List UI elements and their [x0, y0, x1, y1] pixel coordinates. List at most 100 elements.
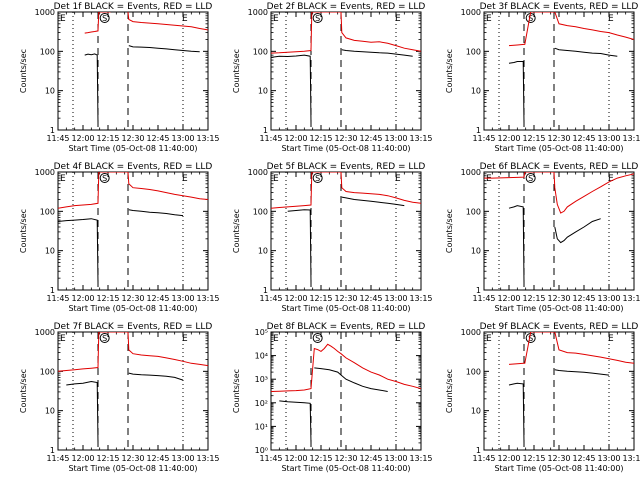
marker-label-s: S	[528, 14, 533, 23]
x-tick-label: 13:00	[597, 294, 620, 303]
x-tick-label: 12:30	[334, 454, 357, 463]
marker-label-e-end: E	[182, 14, 188, 24]
x-tick-label: 13:15	[196, 294, 219, 303]
x-tick-label: 12:30	[547, 134, 570, 143]
x-axis-label: Start Time (05-Oct-08 11:40:00)	[494, 304, 623, 313]
marker-label-e-end: E	[608, 14, 614, 24]
marker-label-s: S	[315, 14, 320, 23]
x-tick-label: 13:15	[622, 454, 640, 463]
x-tick-label: 12:00	[284, 294, 307, 303]
panel-title: Det 4f BLACK = Events, RED = LLD	[54, 162, 213, 172]
series-line-lld	[271, 343, 421, 392]
marker-label-e-end: E	[395, 174, 401, 184]
y-tick-label: 1000	[35, 8, 55, 17]
y-tick-label: 10	[45, 407, 55, 416]
panel-title: Det 1f BLACK = Events, RED = LLD	[54, 2, 213, 12]
series-line-events	[554, 47, 618, 57]
y-axis-label: Counts/sec	[445, 209, 454, 253]
x-tick-label: 13:15	[622, 294, 640, 303]
y-tick-label: 10	[471, 247, 481, 256]
series-line-lld	[127, 12, 208, 31]
x-tick-label: 12:00	[497, 134, 520, 143]
x-tick-label: 12:00	[497, 294, 520, 303]
marker-circle-s	[312, 173, 323, 183]
series-line-events	[314, 367, 388, 392]
series-line-events	[341, 49, 413, 57]
x-tick-label: 13:15	[622, 134, 640, 143]
x-tick-label: 12:00	[284, 454, 307, 463]
marker-label-s: S	[315, 334, 320, 343]
series-line-events	[128, 209, 184, 217]
marker-label-s: S	[102, 334, 107, 343]
x-tick-label: 12:30	[547, 294, 570, 303]
series-line-lld	[58, 172, 208, 209]
y-tick-label: 10²	[255, 399, 268, 408]
series-line-events	[128, 372, 184, 381]
y-tick-label: 100	[466, 47, 481, 56]
x-tick-label: 11:45	[46, 134, 69, 143]
marker-label-e-start: E	[486, 334, 492, 344]
x-tick-label: 12:45	[572, 134, 595, 143]
panel-det-3: Det 3f BLACK = Events, RED = LLD 1 10 100 10…	[445, 2, 640, 153]
y-axis-label: Counts/sec	[19, 209, 28, 253]
x-tick-label: 11:45	[46, 454, 69, 463]
marker-circle-s	[312, 13, 323, 23]
x-tick-label: 11:45	[259, 454, 282, 463]
x-tick-label: 13:15	[409, 294, 432, 303]
x-tick-label: 12:45	[146, 454, 169, 463]
marker-label-e-start: E	[486, 14, 492, 24]
y-axis-label: Counts/sec	[232, 369, 241, 413]
y-tick-label: 10⁰	[255, 446, 268, 455]
x-tick-label: 12:15	[309, 454, 332, 463]
y-tick-label: 10	[258, 247, 268, 256]
series-line-events	[128, 45, 200, 53]
x-tick-label: 13:00	[384, 134, 407, 143]
x-tick-label: 12:00	[71, 294, 94, 303]
y-axis-label: Counts/sec	[232, 49, 241, 93]
panel-title: Det 2f BLACK = Events, RED = LLD	[267, 2, 426, 12]
y-tick-label: 1	[263, 286, 268, 295]
panel-title: Det 5f BLACK = Events, RED = LLD	[267, 162, 426, 172]
x-tick-label: 13:00	[171, 294, 194, 303]
y-tick-label: 10³	[255, 375, 268, 384]
x-axis-label: Start Time (05-Oct-08 11:40:00)	[494, 464, 623, 473]
y-tick-label: 1000	[461, 8, 481, 17]
series-line-events	[554, 369, 610, 376]
y-tick-label: 1000	[461, 328, 481, 337]
marker-label-e-start: E	[60, 14, 66, 24]
x-tick-label: 13:00	[171, 134, 194, 143]
y-tick-label: 1	[263, 126, 268, 135]
marker-circle-s	[99, 13, 110, 23]
marker-label-e-end: E	[395, 14, 401, 24]
x-tick-label: 12:15	[96, 134, 119, 143]
marker-label-s: S	[528, 334, 533, 343]
series-line-lld	[271, 12, 421, 54]
x-tick-label: 13:15	[196, 134, 219, 143]
panel-det-4: Det 4f BLACK = Events, RED = LLD 1 10 100 10…	[19, 162, 220, 313]
y-tick-label: 1000	[35, 168, 55, 177]
marker-circle-s	[99, 333, 110, 343]
x-tick-label: 12:45	[359, 454, 382, 463]
marker-label-e-end: E	[608, 334, 614, 344]
series-line-events	[279, 400, 312, 443]
y-tick-label: 1000	[35, 328, 55, 337]
marker-label-e-end: E	[182, 174, 188, 184]
y-tick-label: 1	[476, 286, 481, 295]
series-line-lld	[271, 172, 421, 209]
x-tick-label: 12:15	[96, 454, 119, 463]
x-tick-label: 12:30	[121, 454, 144, 463]
panel-det-1: Det 1f BLACK = Events, RED = LLD 1 10 100 10…	[19, 2, 220, 153]
y-tick-label: 100	[253, 47, 268, 56]
panel-det-6: Det 6f BLACK = Events, RED = LLD 1 10 100 10…	[445, 162, 640, 313]
marker-circle-s	[312, 333, 323, 343]
x-tick-label: 13:15	[196, 454, 219, 463]
panel-det-2: Det 2f BLACK = Events, RED = LLD 1 10 100 10…	[232, 2, 433, 153]
panel-title: Det 9f BLACK = Events, RED = LLD	[480, 322, 639, 332]
y-tick-label: 100	[466, 207, 481, 216]
x-axis-label: Start Time (05-Oct-08 11:40:00)	[281, 144, 410, 153]
x-tick-label: 13:00	[384, 294, 407, 303]
series-line-events	[341, 196, 405, 207]
x-tick-label: 12:15	[522, 294, 545, 303]
marker-label-e-end: E	[182, 334, 188, 344]
series-line-events	[84, 53, 99, 124]
